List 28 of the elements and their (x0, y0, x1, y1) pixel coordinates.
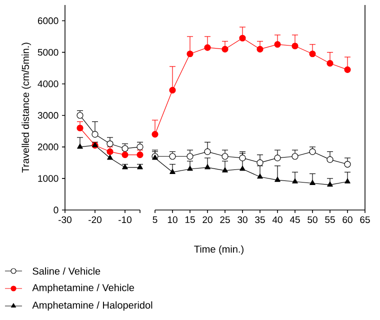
x-tick-label: -10 (118, 216, 132, 224)
x-tick-label: 15 (185, 216, 195, 223)
x-axis-title: Time (min.) (194, 245, 244, 255)
x-tick-label: -30 (58, 216, 72, 224)
x-tick-label: 5 (152, 216, 158, 223)
x-tick-label: 65 (360, 216, 370, 224)
legend-label: Amphetamine / Vehicle (32, 284, 134, 294)
y-tick-label: 0 (54, 206, 58, 214)
x-tick-label: 40 (272, 216, 282, 224)
y-tick-label: 1000 (38, 175, 58, 182)
x-tick-label: 25 (220, 216, 230, 224)
x-tick-label: 20 (202, 216, 212, 224)
x-tick-label: 55 (325, 216, 335, 223)
y-axis-title: Travelled distance (cm/5min.) (22, 42, 31, 173)
x-tick-label: 35 (255, 216, 265, 224)
legend-label: Amphetamine / Haloperidol (32, 301, 152, 311)
y-tick-label: 4000 (38, 80, 58, 88)
y-tick-label: 3000 (38, 112, 58, 119)
x-tick-label: 50 (308, 216, 318, 224)
legend-label: Saline / Vehicle (32, 267, 100, 275)
x-tick-label: -20 (88, 216, 102, 224)
y-tick-label: 2000 (38, 144, 58, 150)
y-tick-label: 6000 (38, 17, 58, 24)
x-tick-label: 45 (290, 216, 300, 223)
y-tick-label: 5000 (38, 48, 58, 56)
x-tick-label: 30 (238, 216, 248, 224)
x-tick-label: 60 (342, 216, 352, 224)
x-tick-label: 10 (168, 216, 178, 224)
